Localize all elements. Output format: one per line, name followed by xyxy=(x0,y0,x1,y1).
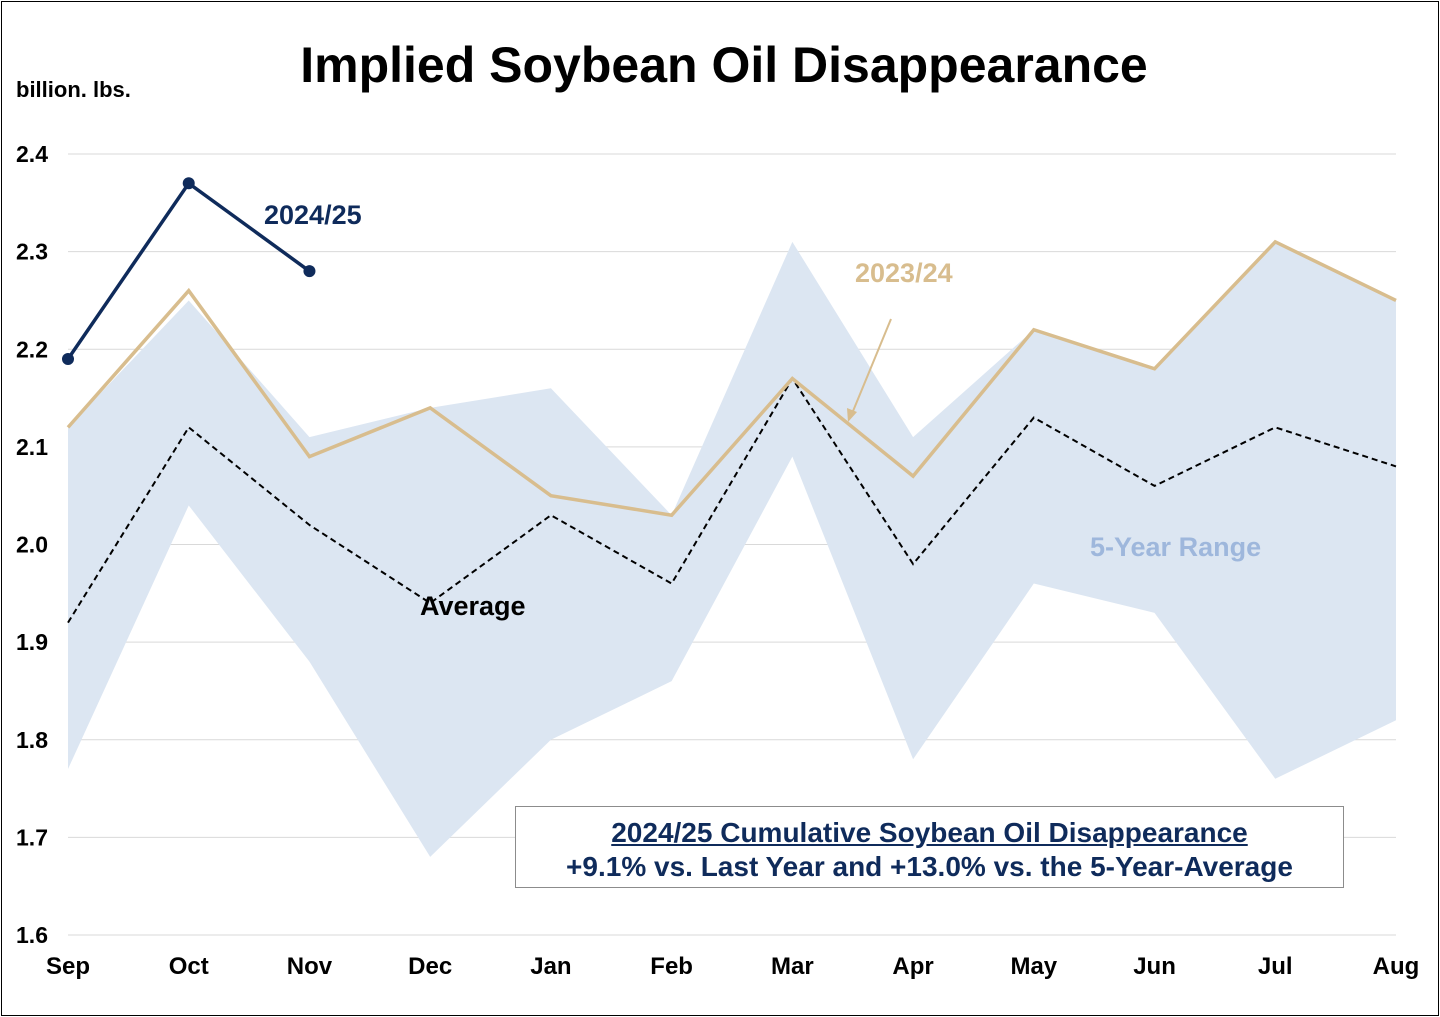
label-2023-24-arrowhead xyxy=(847,408,857,422)
y-tick-label: 1.6 xyxy=(16,922,48,948)
x-tick-label: Dec xyxy=(408,953,452,980)
x-tick-label: Apr xyxy=(892,953,933,980)
x-tick-label: Oct xyxy=(169,953,209,980)
x-tick-label: Jan xyxy=(530,953,571,980)
label-5-year-range: 5-Year Range xyxy=(1090,532,1261,562)
x-tick-label: May xyxy=(1010,953,1057,980)
y-tick-label: 2.4 xyxy=(16,141,48,167)
range-band xyxy=(68,241,1396,857)
range-area xyxy=(68,241,1396,857)
y-tick-label: 2.2 xyxy=(16,336,48,362)
y-tick-label: 1.8 xyxy=(16,727,48,753)
x-tick-label: Jun xyxy=(1133,953,1176,980)
x-tick-label: Nov xyxy=(287,953,333,980)
series-lines xyxy=(62,177,1397,624)
label-2023-24: 2023/24 xyxy=(855,258,953,288)
x-tick-label: Jul xyxy=(1258,953,1293,980)
y-tick-label: 2.1 xyxy=(16,434,48,460)
label-2024-25: 2024/25 xyxy=(264,200,362,230)
y-axis-unit-label: billion. lbs. xyxy=(16,77,131,102)
x-tick-label: Mar xyxy=(771,953,814,980)
y-axis-ticks: 1.6 1.7 1.8 1.9 2.0 2.1 2.2 2.3 2.4 xyxy=(16,141,48,948)
label-average: Average xyxy=(420,591,526,621)
annotation-headline: 2024/25 Cumulative Soybean Oil Disappear… xyxy=(611,817,1248,848)
x-tick-label: Feb xyxy=(650,953,693,980)
y-tick-label: 2.0 xyxy=(16,532,48,558)
label-2023-24-arrow xyxy=(850,318,892,417)
y-tick-label: 1.9 xyxy=(16,629,48,655)
chart-title: Implied Soybean Oil Disappearance xyxy=(300,37,1148,93)
series-point-2024-25 xyxy=(303,265,316,278)
y-tick-label: 1.7 xyxy=(16,824,48,850)
y-tick-label: 2.3 xyxy=(16,239,48,265)
series-line-average xyxy=(67,376,1397,624)
x-axis-ticks: Sep Oct Nov Dec Jan Feb Mar Apr May Jun Jul Aug xyxy=(46,953,1419,980)
series-point-2024-25 xyxy=(182,177,195,190)
series-line-2023-24 xyxy=(66,239,1397,518)
cumulative-annotation-box: 2024/25 Cumulative Soybean Oil Disappear… xyxy=(515,806,1344,888)
annotation-detail: +9.1% vs. Last Year and +13.0% vs. the 5… xyxy=(566,851,1293,882)
series-point-2024-25 xyxy=(62,353,74,366)
series-labels: 2024/25 2023/24 Average 5-Year Range xyxy=(264,200,1261,621)
x-tick-label: Sep xyxy=(46,953,90,980)
x-tick-label: Aug xyxy=(1373,953,1420,980)
